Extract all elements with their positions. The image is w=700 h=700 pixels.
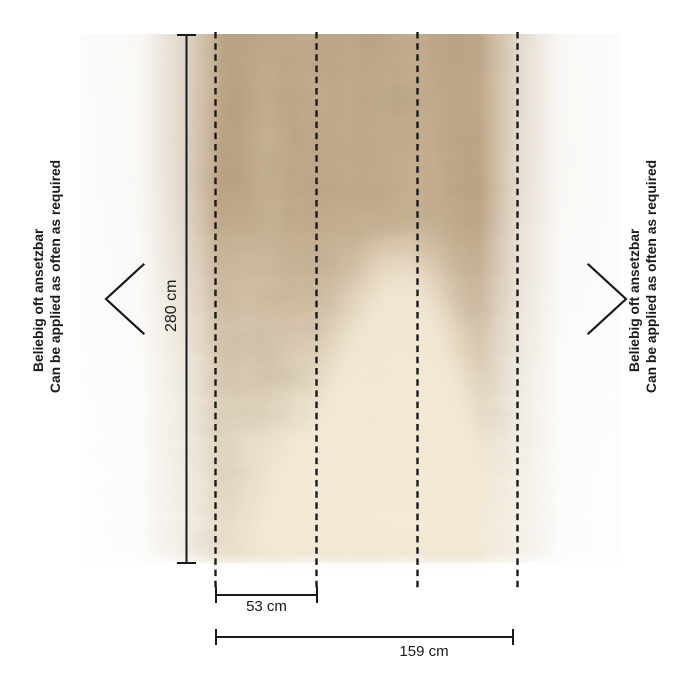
svg-text:Beliebig oft ansetzbar: Beliebig oft ansetzbar [31,228,46,372]
svg-text:Can be applied as often as req: Can be applied as often as required [48,160,63,393]
svg-text:Beliebig oft ansetzbar: Beliebig oft ansetzbar [627,228,642,372]
svg-text:Can be applied as often as req: Can be applied as often as required [644,160,659,393]
